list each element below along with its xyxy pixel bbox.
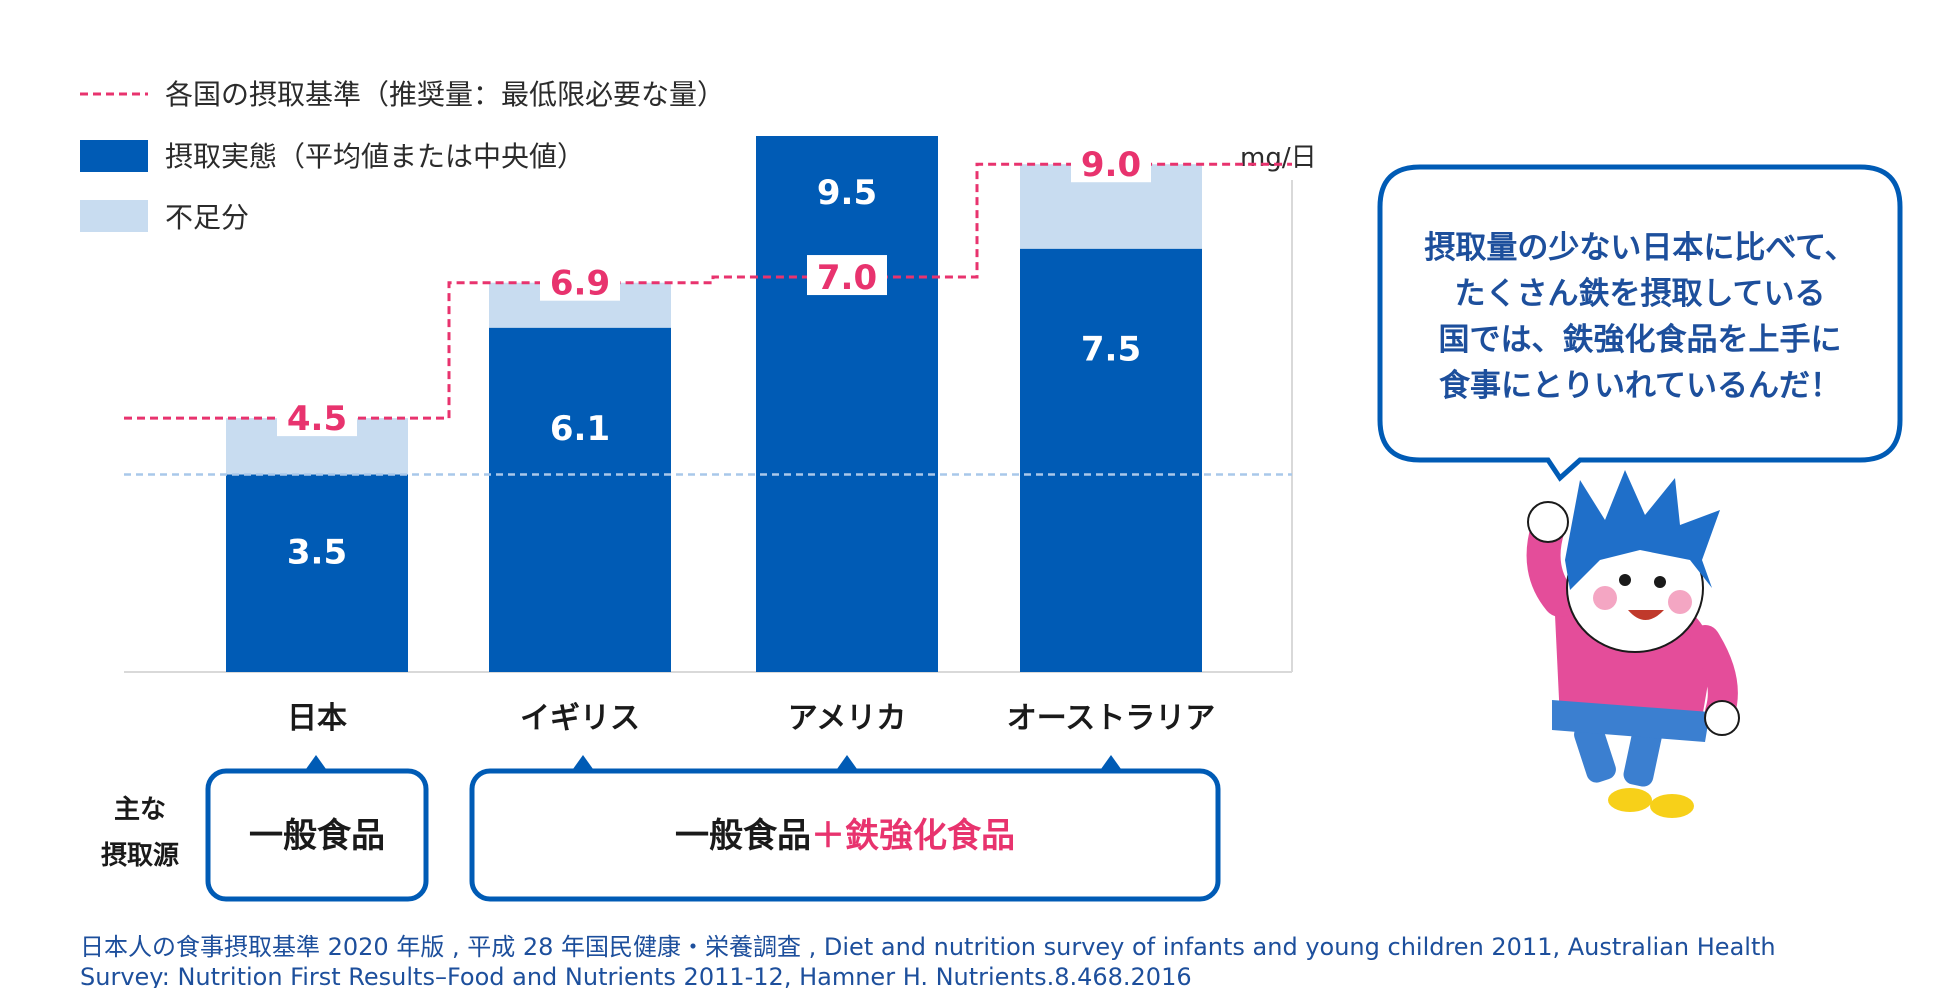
others-source-part1: 一般食品	[675, 816, 811, 856]
uk-source-pointer	[573, 755, 593, 769]
intake-bar-3	[1020, 248, 1202, 672]
intake-value-label-3: 7.5	[1081, 329, 1141, 369]
legend-shortfall-swatch	[80, 200, 148, 232]
others-source-box	[469, 768, 1221, 902]
requirement-value-label-0: 4.5	[287, 399, 347, 439]
sources: 主な 摂取源 一般食品 一般食品＋鉄強化食品	[101, 755, 1221, 902]
sources-label-line1: 主な	[114, 795, 166, 825]
category-label-2: アメリカ	[788, 701, 907, 736]
usa-source-pointer	[837, 755, 857, 769]
others-source-part2: 鉄強化食品	[845, 816, 1015, 856]
intake-value-label-0: 3.5	[287, 532, 347, 572]
requirement-label-bg-2	[807, 255, 887, 296]
requirement-value-label-3: 9.0	[1081, 145, 1141, 185]
japan-source-pointer	[306, 755, 326, 769]
category-label-3: オーストラリア	[1007, 701, 1216, 736]
japan-source-text: 一般食品	[249, 816, 385, 856]
bubble-line-2: たくさん鉄を摂取している	[1454, 276, 1825, 312]
sources-label-line2: 摂取源	[101, 840, 179, 871]
legend-requirement-label: 各国の摂取基準（推奨量：最低限必要な量）	[165, 78, 725, 111]
speech-bubble: 摂取量の少ない日本に比べて、 たくさん鉄を摂取している 国では、鉄強化食品を上手…	[1377, 164, 1903, 482]
legend-intake-label: 摂取実態（平均値または中央値）	[165, 140, 585, 173]
unit-label: mg/日	[1240, 143, 1317, 173]
requirement-value-label-1: 6.9	[550, 264, 610, 304]
intake-value-label-1: 6.1	[550, 409, 610, 449]
citation-line-2: Survey: Nutrition First Results–Food and…	[80, 963, 1192, 988]
requirement-label-bg-0	[277, 396, 357, 437]
value-labels: 3.5 6.1 9.5 7.5	[287, 173, 1141, 572]
requirement-line-group: 4.5 6.9 7.0 9.0	[124, 142, 1292, 439]
intake-bar-2	[756, 136, 938, 672]
bubble-line-1: 摂取量の少ない日本に比べて、	[1424, 230, 1855, 266]
japan-source-box	[205, 768, 429, 902]
intake-bar-0	[226, 474, 408, 672]
others-source-plus: ＋	[811, 816, 845, 856]
intake-bar-1	[489, 327, 671, 672]
speech-bubble-shape	[1377, 164, 1903, 482]
category-label-0: 日本	[287, 701, 347, 736]
intake-value-label-2: 9.5	[817, 173, 877, 213]
boy-character-icon	[1526, 470, 1740, 818]
australia-source-pointer	[1101, 755, 1121, 769]
legend-intake-swatch	[80, 140, 148, 172]
bubble-line-4: 食事にとりいれているんだ！	[1439, 368, 1841, 404]
category-label-1: イギリス	[520, 701, 640, 736]
requirement-value-label-2: 7.0	[817, 258, 877, 298]
legend-shortfall-label: 不足分	[165, 201, 249, 234]
bars	[226, 136, 1202, 672]
legend: 各国の摂取基準（推奨量：最低限必要な量） 摂取実態（平均値または中央値） 不足分	[80, 78, 725, 234]
requirement-label-bg-1	[540, 260, 620, 301]
others-source-text: 一般食品＋鉄強化食品	[675, 816, 1015, 856]
category-labels: 日本 イギリス アメリカ オーストラリア	[287, 701, 1215, 736]
requirement-label-bg-3	[1071, 142, 1151, 183]
bubble-line-3: 国では、鉄強化食品を上手に	[1439, 322, 1842, 358]
citation-line-1: 日本人の食事摂取基準 2020 年版 , 平成 28 年国民健康・栄養調査 , …	[80, 933, 1776, 961]
